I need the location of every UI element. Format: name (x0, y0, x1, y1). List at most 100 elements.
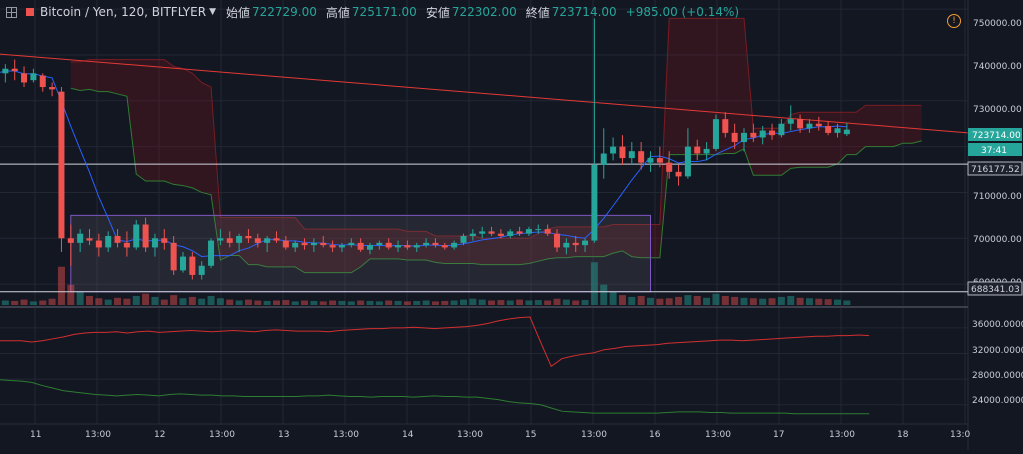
volume-bar (609, 291, 617, 305)
candle (2, 64, 9, 83)
open-label: 始値 (225, 5, 250, 20)
candle (797, 114, 804, 133)
candle-body (479, 231, 486, 234)
volume-bar (39, 300, 47, 305)
candle-body (114, 235, 121, 243)
volume-bar (67, 284, 75, 305)
price-scale-background[interactable] (968, 0, 1023, 450)
candle-body (357, 242, 364, 250)
candle (282, 235, 289, 250)
volume-bar (357, 300, 365, 305)
candle-body (123, 242, 130, 248)
candle (563, 238, 570, 255)
volume-bar (656, 298, 664, 305)
volume-bar (235, 300, 243, 305)
trend-line[interactable] (0, 53, 969, 134)
candle (86, 229, 93, 246)
volume-bar (329, 300, 337, 305)
volume-bar (553, 298, 561, 305)
volume-bar (170, 295, 178, 305)
volume-bar (478, 299, 486, 305)
candle (460, 233, 467, 246)
candle (741, 128, 747, 152)
expand-icon[interactable] (4, 5, 18, 19)
indicator-tick: 24000.0000 (972, 396, 1023, 406)
candle (516, 226, 523, 236)
candle-body (67, 238, 74, 243)
volume-bar (347, 301, 355, 305)
candle-body (198, 265, 205, 275)
candle (264, 235, 271, 253)
candle (105, 231, 112, 253)
volume-bar (450, 300, 458, 305)
volume-bar (628, 296, 636, 305)
candle-body (834, 128, 841, 133)
time-tick: 13:00 (581, 430, 607, 440)
candle (189, 252, 196, 280)
candle (488, 226, 495, 236)
candle (469, 229, 476, 241)
cloud-lower-line (70, 87, 922, 274)
countdown-label: 37:41 (981, 146, 1007, 156)
volume-bar (497, 300, 505, 305)
volume-bar (693, 296, 701, 305)
candle-body (843, 129, 850, 135)
candle-body (264, 238, 271, 243)
indicator-series-line (0, 316, 870, 368)
time-axis-background[interactable] (0, 424, 968, 450)
countdown-badge (968, 143, 1022, 156)
volume-bar (48, 298, 56, 305)
candle (769, 123, 776, 140)
candle (731, 123, 738, 149)
volume-bar (301, 300, 309, 305)
candle-body (245, 235, 252, 239)
candle-body (338, 245, 345, 248)
candle (67, 224, 74, 266)
chevron-down-icon[interactable]: ▼ (209, 7, 216, 17)
volume-bar (385, 300, 393, 305)
candle (161, 229, 168, 250)
horizontal-line-badge (967, 161, 1023, 176)
warning-icon[interactable]: ! (947, 14, 961, 28)
volume-bar (57, 266, 65, 305)
candle-body (469, 233, 476, 236)
volume-bar (534, 300, 542, 305)
candle (507, 229, 514, 239)
candle (722, 112, 729, 138)
volume-bar (160, 299, 168, 305)
candle (806, 119, 813, 133)
volume-bar (319, 301, 327, 305)
candle-body (759, 130, 766, 138)
candle (236, 233, 243, 253)
candle-body (161, 238, 168, 243)
time-tick: 13:00 (85, 430, 111, 440)
candle (39, 73, 46, 92)
volume-bar (516, 299, 524, 305)
price-tick: 700000.00 (973, 235, 1022, 245)
volume-bar (263, 300, 271, 305)
volume-bar (188, 296, 196, 305)
volume-bar (544, 300, 552, 305)
candle-body (404, 245, 411, 248)
symbol-title[interactable]: Bitcoin / Yen, 120, BITFLYER (40, 5, 207, 19)
candle (301, 238, 308, 250)
volume-bar (1, 300, 9, 305)
candle (413, 242, 420, 253)
candle-body (273, 238, 280, 241)
candle-body (292, 242, 299, 248)
range-box-rect[interactable] (70, 214, 652, 293)
volume-bar (843, 300, 851, 305)
candle (432, 238, 439, 248)
candle-body (610, 146, 617, 154)
candle (58, 87, 65, 253)
volume-bar (618, 295, 626, 305)
candle (834, 123, 841, 138)
volume-bar (244, 299, 252, 305)
candle (750, 123, 757, 143)
indicator-tick: 28000.0000 (972, 371, 1023, 381)
time-tick: 16 (649, 430, 661, 440)
candle (170, 235, 177, 275)
volume-bar (787, 296, 795, 305)
